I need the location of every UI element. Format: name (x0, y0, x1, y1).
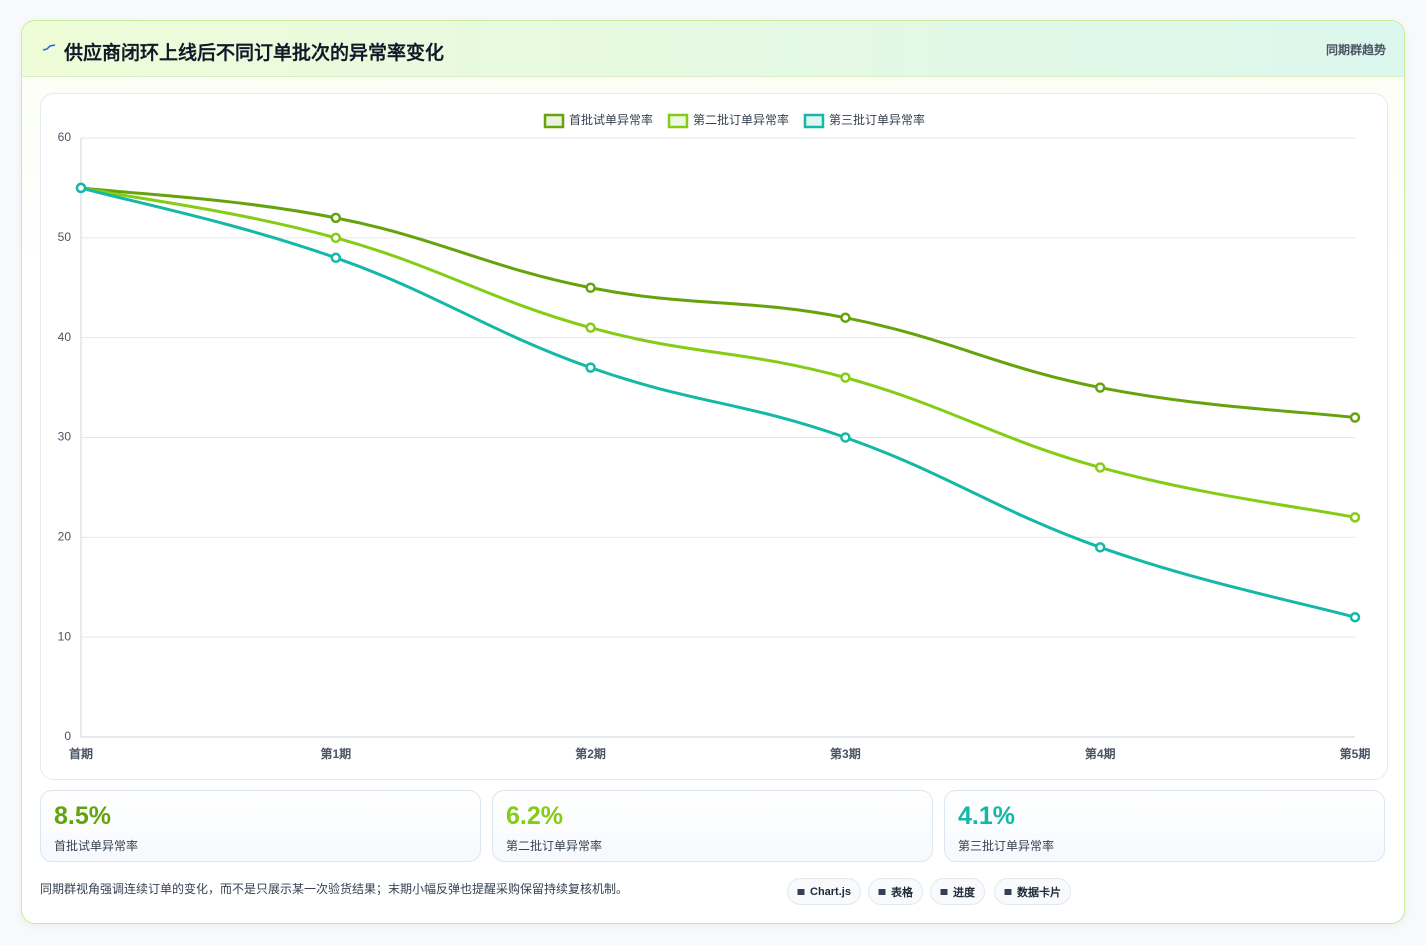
point (1349, 611, 1361, 623)
button-icon (797, 888, 805, 895)
view-button[interactable]: 表格 (868, 878, 923, 905)
point (75, 182, 87, 194)
point (1094, 542, 1106, 553)
legend-swatch (667, 113, 689, 129)
stat-value: 6.2% (506, 802, 563, 830)
stat-value: 8.5% (54, 802, 111, 830)
stat-card: 8.5% 首批试单异常率 (40, 790, 481, 862)
view-button[interactable]: 数据卡片 (994, 878, 1071, 905)
point (585, 362, 596, 373)
legend-swatch (543, 113, 565, 129)
stat-label: 第二批订单异常率 (506, 839, 603, 853)
point (330, 212, 342, 224)
panel-header: 供应商闭环上线后不同订单批次的异常率变化 同期群趋势 (22, 21, 1404, 77)
point (1094, 462, 1106, 473)
legend-swatch (803, 113, 825, 129)
y-tick-label: 40 (58, 330, 72, 344)
point (585, 282, 596, 293)
chart-container: 0 10 20 30 40 50 60 首期 第1期 第2期 第3期 第4期 第5期 首批试单异常率 第二批… (40, 93, 1388, 780)
view-button[interactable]: Chart.js (787, 878, 861, 905)
stat-value: 4.1% (958, 802, 1015, 830)
y-tick-label: 10 (58, 629, 72, 643)
stat-label: 首批试单异常率 (54, 839, 139, 853)
x-tick-label: 首期 (69, 746, 93, 761)
y-tick-label: 0 (64, 729, 71, 743)
button-label: Chart.js (810, 885, 851, 898)
button-label: 数据卡片 (1017, 886, 1061, 899)
legend-label: 第三批订单异常率 (829, 112, 925, 127)
note: 同期群视角强调连续订单的变化，而不是只展示某一次验货结果；末期小幅反弹也提醒采购… (40, 882, 629, 896)
panel-tag: 同期群趋势 (1325, 43, 1386, 57)
x-tick-label: 第5期 (1340, 746, 1371, 761)
point (1349, 512, 1361, 523)
button-icon (878, 888, 886, 895)
stat-card: 4.1% 第三批订单异常率 (944, 790, 1385, 862)
series-line (80, 186, 1356, 619)
x-tick-label: 第4期 (1085, 746, 1116, 761)
point (1349, 412, 1361, 423)
x-tick-label: 第3期 (830, 746, 861, 761)
y-tick-label: 60 (58, 130, 72, 144)
point (1094, 382, 1106, 393)
stat-label: 第三批订单异常率 (958, 839, 1055, 853)
stat-card: 6.2% 第二批订单异常率 (492, 790, 933, 862)
button-icon (940, 888, 948, 895)
point (840, 312, 851, 323)
button-label: 进度 (953, 886, 975, 899)
view-button[interactable]: 进度 (930, 878, 985, 905)
y-tick-label: 30 (58, 430, 72, 444)
point (840, 432, 851, 443)
button-label: 表格 (891, 886, 913, 899)
chart: 0 10 20 30 40 50 60 首期 第1期 第2期 第3期 第4期 第5期 首批试单异常率 第二批… (58, 112, 1371, 761)
y-tick-label: 20 (58, 530, 72, 544)
button-icon (1004, 888, 1012, 895)
x-tick-label: 第2期 (575, 746, 606, 761)
point (330, 252, 342, 264)
point (330, 232, 342, 244)
series-line (80, 186, 1356, 420)
panel-title: 供应商闭环上线后不同订单批次的异常率变化 (64, 43, 445, 64)
series-line (80, 186, 1356, 519)
y-tick-label: 50 (58, 230, 72, 244)
point (840, 372, 851, 383)
x-tick-label: 第1期 (320, 746, 351, 761)
legend-label: 首批试单异常率 (569, 112, 653, 127)
title-icon (42, 44, 56, 51)
legend-label: 第二批订单异常率 (693, 112, 789, 127)
point (585, 322, 596, 333)
panel: 供应商闭环上线后不同订单批次的异常率变化 同期群趋势 0 10 20 30 40 50 60… (21, 20, 1405, 924)
